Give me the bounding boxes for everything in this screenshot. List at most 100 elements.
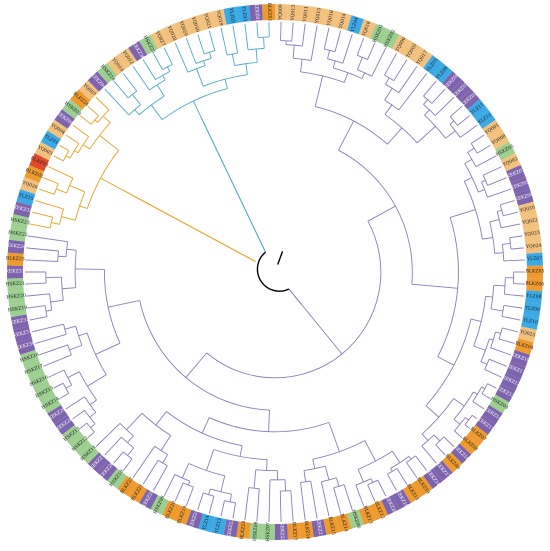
branch (291, 22, 294, 42)
branch (185, 38, 197, 64)
branch (43, 177, 59, 185)
leaf-label-cell (287, 522, 301, 540)
branch (503, 304, 523, 309)
branch (449, 105, 463, 118)
branch (206, 449, 215, 471)
branch (279, 491, 282, 522)
branch-arc (390, 455, 410, 469)
leaf-label-cell (335, 11, 352, 31)
leaf-label: KEKZ21 (315, 518, 324, 538)
branch (300, 482, 306, 521)
branch (89, 412, 97, 418)
branch-arc (203, 50, 215, 55)
branch (150, 104, 163, 120)
branch (87, 374, 107, 387)
branch (489, 219, 500, 223)
branch (65, 384, 72, 389)
branch-arc (315, 106, 388, 145)
leaf-label-cell (128, 40, 148, 62)
branch-arc (66, 177, 74, 194)
branch (100, 177, 124, 191)
branch (473, 391, 478, 395)
branch (35, 200, 64, 210)
leaf-label-cell (173, 505, 192, 525)
leaf-label-cell (475, 109, 496, 129)
branch (65, 155, 71, 159)
branch (220, 27, 228, 56)
leaf-label-cell (210, 516, 227, 536)
leaf-label: BLKZ01 (266, 3, 272, 22)
leaf-label-cell (526, 265, 544, 279)
leaf-label-cell (150, 28, 169, 49)
leaf-label-cell (198, 513, 215, 533)
branch (244, 23, 249, 50)
leaf-label-cell (523, 226, 542, 242)
leaf-label: KEKZ22 (279, 522, 285, 541)
leaf-label-cell (495, 383, 516, 403)
leaf-label-cell (323, 8, 340, 28)
leaf-label-cell (459, 434, 480, 455)
branch (27, 235, 68, 243)
branch-arc (65, 241, 69, 257)
branch (437, 356, 455, 366)
leaf-label-cell (223, 6, 239, 25)
leaf-label-cell (10, 314, 29, 330)
leaf-label: KEKZ32 (10, 317, 30, 327)
leaf-label-cell (8, 302, 27, 318)
branch (497, 209, 502, 212)
branch (490, 308, 503, 312)
leaf-label-cell (335, 513, 352, 533)
branch (224, 79, 228, 89)
branch (244, 487, 250, 521)
branch (87, 105, 99, 117)
branch (457, 115, 471, 126)
leaf-label-cell (432, 63, 453, 84)
leaf-label-cell (311, 519, 327, 538)
branch (387, 127, 403, 145)
branch (310, 481, 318, 519)
branch (411, 283, 458, 289)
leaf-label: YQ018 (326, 10, 335, 28)
leaf-label-cell (442, 71, 463, 92)
branch (475, 155, 497, 167)
branch (301, 304, 343, 355)
leaf-label-cell (442, 452, 463, 473)
branch (361, 72, 366, 79)
branch-arc (127, 90, 137, 99)
leaf-label-cell (451, 443, 472, 464)
leaf-label-cell (506, 361, 526, 380)
branch (459, 124, 478, 138)
branch-arc (138, 95, 165, 116)
branch (239, 445, 243, 457)
branch (134, 109, 140, 116)
leaf-label-cell (467, 99, 488, 119)
branch (181, 463, 190, 479)
branch (197, 34, 205, 55)
leaf-label-cell (236, 5, 251, 23)
branch (59, 144, 70, 152)
branch (201, 417, 210, 434)
branch (268, 479, 271, 522)
branch (79, 205, 88, 209)
branch-arc (78, 371, 97, 401)
branch (490, 347, 511, 356)
leaf-label-cell (467, 425, 488, 445)
branch (95, 342, 121, 355)
branch (443, 436, 455, 447)
leaf-label-cell (29, 153, 50, 172)
branch-arc (423, 104, 436, 116)
leaf-label: BLKZ18 (239, 520, 247, 540)
branch (268, 410, 270, 432)
leaf-label: KEKZ01 (253, 3, 260, 23)
leaf-label: YQ023 (523, 230, 540, 238)
branch (502, 242, 511, 245)
leaf-label-cell (47, 404, 68, 425)
branch (53, 155, 64, 162)
leaf-label: HSKZ06 (350, 509, 362, 530)
branch (472, 401, 485, 410)
branch (132, 65, 150, 91)
branch (333, 487, 342, 514)
branch (126, 412, 143, 431)
branch (53, 382, 64, 389)
branch-arc (209, 417, 330, 433)
